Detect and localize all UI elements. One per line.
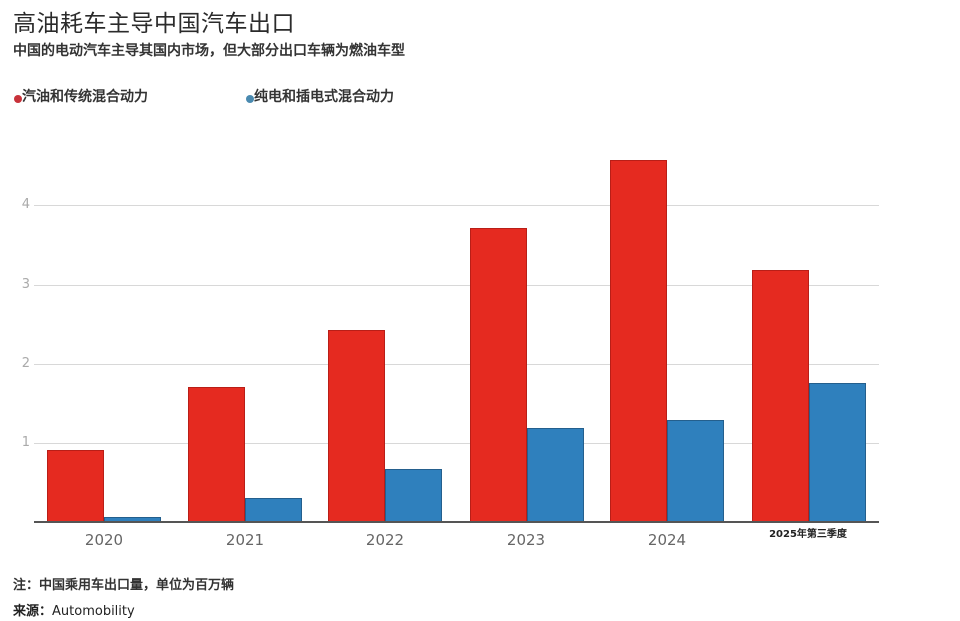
x-label-2025q3: 2025年第三季度 [769,529,847,540]
gridline-3 [34,285,879,286]
bar-ev-2 [385,469,442,522]
y-tick-2: 2 [21,356,30,371]
chart-title: 高油耗车主导中国汽车出口 [13,11,295,37]
x-label-2023: 2023 [506,531,546,549]
gridline-4 [34,205,879,206]
bar-gasoline-3 [470,228,527,522]
source-line: 来源：Automobility [13,600,135,619]
x-label-2022: 2022 [365,531,405,549]
bar-gasoline-5 [752,270,809,522]
legend-item-gasoline: 汽油和传统混合动力 [14,86,148,106]
chart-subtitle: 中国的电动汽车主导其国内市场，但大部分出口车辆为燃油车型 [13,43,405,59]
bar-gasoline-1 [188,387,245,522]
legend-dot-red-icon [14,95,22,103]
bar-ev-1 [245,498,302,522]
bar-gasoline-0 [47,450,104,522]
bar-ev-3 [527,428,584,522]
footnote: 注：中国乘用车出口量，单位为百万辆 [13,578,235,593]
legend-dot-blue-icon [246,95,254,103]
x-axis-line [34,521,879,523]
bar-gasoline-2 [328,330,385,522]
y-tick-1: 1 [21,435,30,450]
legend-item-ev: 纯电和插电式混合动力 [246,86,394,106]
gridline-1 [34,443,879,444]
x-label-2024: 2024 [647,531,687,549]
bar-ev-4 [667,420,724,522]
x-label-2021: 2021 [225,531,265,549]
gridline-2 [34,364,879,365]
bar-ev-5 [809,383,866,522]
y-tick-3: 3 [21,277,30,292]
bar-gasoline-4 [610,160,667,522]
source-label: 来源： [13,604,53,619]
y-tick-4: 4 [21,197,30,212]
legend-label: 汽油和传统混合动力 [22,89,148,105]
source-value: Automobility [52,604,135,619]
legend-label: 纯电和插电式混合动力 [254,89,394,105]
x-label-2020: 2020 [84,531,124,549]
